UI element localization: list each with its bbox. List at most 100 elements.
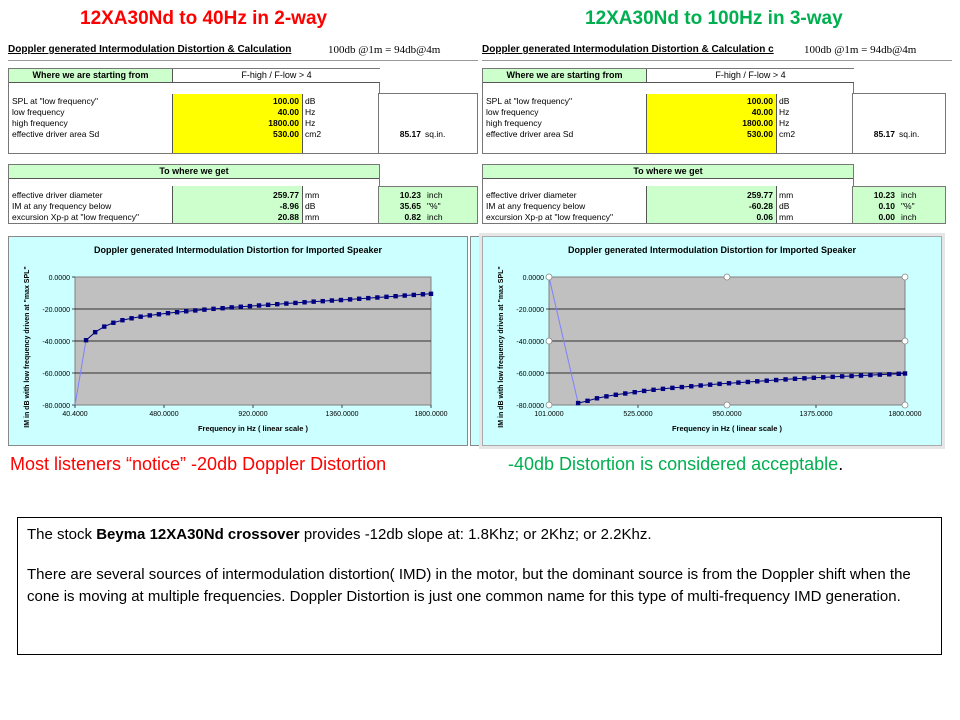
area-sqin-value: 85.17	[399, 129, 421, 139]
data-point	[698, 383, 703, 388]
drop-line	[548, 276, 579, 404]
data-point	[220, 306, 225, 311]
grid-line	[8, 60, 478, 61]
data-point	[575, 400, 581, 406]
y-tick-label: -60.0000	[42, 371, 70, 378]
result-alt-unit: "%"	[901, 201, 915, 211]
data-point	[120, 318, 125, 323]
data-point	[411, 292, 417, 298]
data-point	[302, 300, 307, 305]
data-point	[311, 299, 316, 304]
result-header: To where we get	[483, 165, 853, 179]
result-label: IM at any frequency below	[486, 201, 586, 211]
x-tick-label: 101.0000	[534, 411, 563, 418]
right-chart-area[interactable]: Doppler generated Intermodulation Distor…	[482, 236, 942, 446]
y-tick-label: 0.0000	[523, 275, 545, 282]
selection-handle	[723, 401, 731, 409]
input-value[interactable]: 100.00	[747, 96, 773, 106]
selection-handle	[901, 273, 909, 281]
data-point	[256, 303, 262, 308]
info-line-1-bold: Beyma 12XA30Nd crossover	[96, 526, 300, 543]
data-point	[265, 302, 271, 308]
data-point	[83, 338, 89, 343]
start-header: Where we are starting from	[483, 69, 646, 83]
data-point	[632, 390, 637, 395]
spl-note: 100db @1m = 94db@4m	[804, 44, 917, 56]
adjacent-chart-edge	[470, 236, 481, 446]
area-side-box: 85.17 sq.in.	[852, 93, 946, 154]
result-alt-value: 35.65	[399, 201, 421, 211]
input-unit: Hz	[779, 107, 790, 117]
input-value[interactable]: 100.00	[273, 96, 299, 106]
input-unit: Hz	[305, 118, 316, 128]
x-axis-label: Frequency in Hz ( linear scale )	[198, 424, 309, 433]
right-caption-text: -40db Distortion is considered acceptabl…	[508, 454, 839, 474]
data-point	[420, 292, 426, 297]
data-point	[623, 391, 628, 396]
input-value[interactable]: 1800.00	[268, 118, 299, 128]
left-caption: Most listeners “notice” -20db Doppler Di…	[10, 454, 387, 474]
data-point	[726, 381, 732, 386]
spl-note: 100db @1m = 94db@4m	[328, 44, 441, 56]
input-value-column	[172, 94, 303, 153]
selection-handle	[545, 401, 553, 409]
selection-handle	[545, 273, 553, 281]
result-alt-value: 10.23	[399, 190, 421, 200]
data-point	[755, 379, 760, 384]
data-point	[147, 313, 152, 318]
x-tick-label: 480.0000	[149, 411, 178, 418]
result-unit: dB	[305, 201, 316, 211]
data-point	[745, 379, 751, 385]
result-unit: dB	[779, 201, 790, 211]
area-sqin-value: 85.17	[873, 129, 895, 139]
ratio-header: F-high / F-low > 4	[646, 69, 854, 83]
input-label: SPL at "low frequency"	[486, 96, 573, 106]
y-axis-label: IM in dB with low frequency driven at "m…	[24, 266, 31, 427]
input-value[interactable]: 40.00	[751, 107, 773, 117]
data-point	[736, 380, 741, 385]
y-tick-label: -20.0000	[516, 307, 544, 314]
result-value: 20.88	[277, 212, 299, 222]
result-unit: mm	[779, 190, 794, 200]
input-value[interactable]: 1800.00	[742, 118, 773, 128]
left-spreadsheet-panel: Doppler generated Intermodulation Distor…	[8, 40, 481, 450]
data-point	[329, 298, 335, 303]
input-unit: cm2	[305, 129, 322, 139]
info-textbox: The stock Beyma 12XA30Nd crossover provi…	[17, 517, 942, 655]
input-value[interactable]: 530.00	[747, 129, 773, 139]
data-point	[641, 388, 647, 394]
x-tick-label: 950.0000	[712, 411, 741, 418]
y-tick-label: -40.0000	[42, 339, 70, 346]
data-point	[887, 372, 892, 377]
right-spreadsheet-panel: Doppler generated Intermodulation Distor…	[482, 40, 952, 450]
input-unit: Hz	[305, 107, 316, 117]
left-chart-area[interactable]: Doppler generated Intermodulation Distor…	[8, 236, 468, 446]
data-point	[613, 392, 619, 397]
data-point	[174, 310, 180, 315]
result-table: To where we get effective driver diamete…	[482, 164, 854, 224]
data-point	[802, 376, 807, 381]
result-alt-value: 0.82	[404, 212, 421, 222]
data-point	[347, 297, 353, 302]
result-label: effective driver diameter	[12, 190, 103, 200]
selection-handle	[723, 273, 731, 281]
data-point	[428, 291, 434, 296]
info-paragraph-2: There are several sources of intermodula…	[27, 566, 911, 605]
result-label: excursion Xp-p at "low frequency"	[12, 212, 139, 222]
data-point	[585, 398, 590, 404]
area-sqin-unit: sq.in.	[899, 129, 920, 139]
data-point	[211, 306, 216, 312]
input-value[interactable]: 530.00	[273, 129, 299, 139]
data-point	[320, 298, 325, 304]
data-point	[868, 372, 873, 378]
data-point	[247, 303, 253, 309]
data-point	[238, 304, 244, 309]
data-point	[902, 371, 908, 376]
info-line-1-pre: The stock	[27, 526, 97, 543]
input-unit: dB	[779, 96, 790, 106]
input-value[interactable]: 40.00	[277, 107, 299, 117]
data-point	[594, 396, 600, 401]
data-point	[839, 374, 845, 379]
data-point	[165, 310, 171, 316]
input-value-column	[646, 94, 777, 153]
